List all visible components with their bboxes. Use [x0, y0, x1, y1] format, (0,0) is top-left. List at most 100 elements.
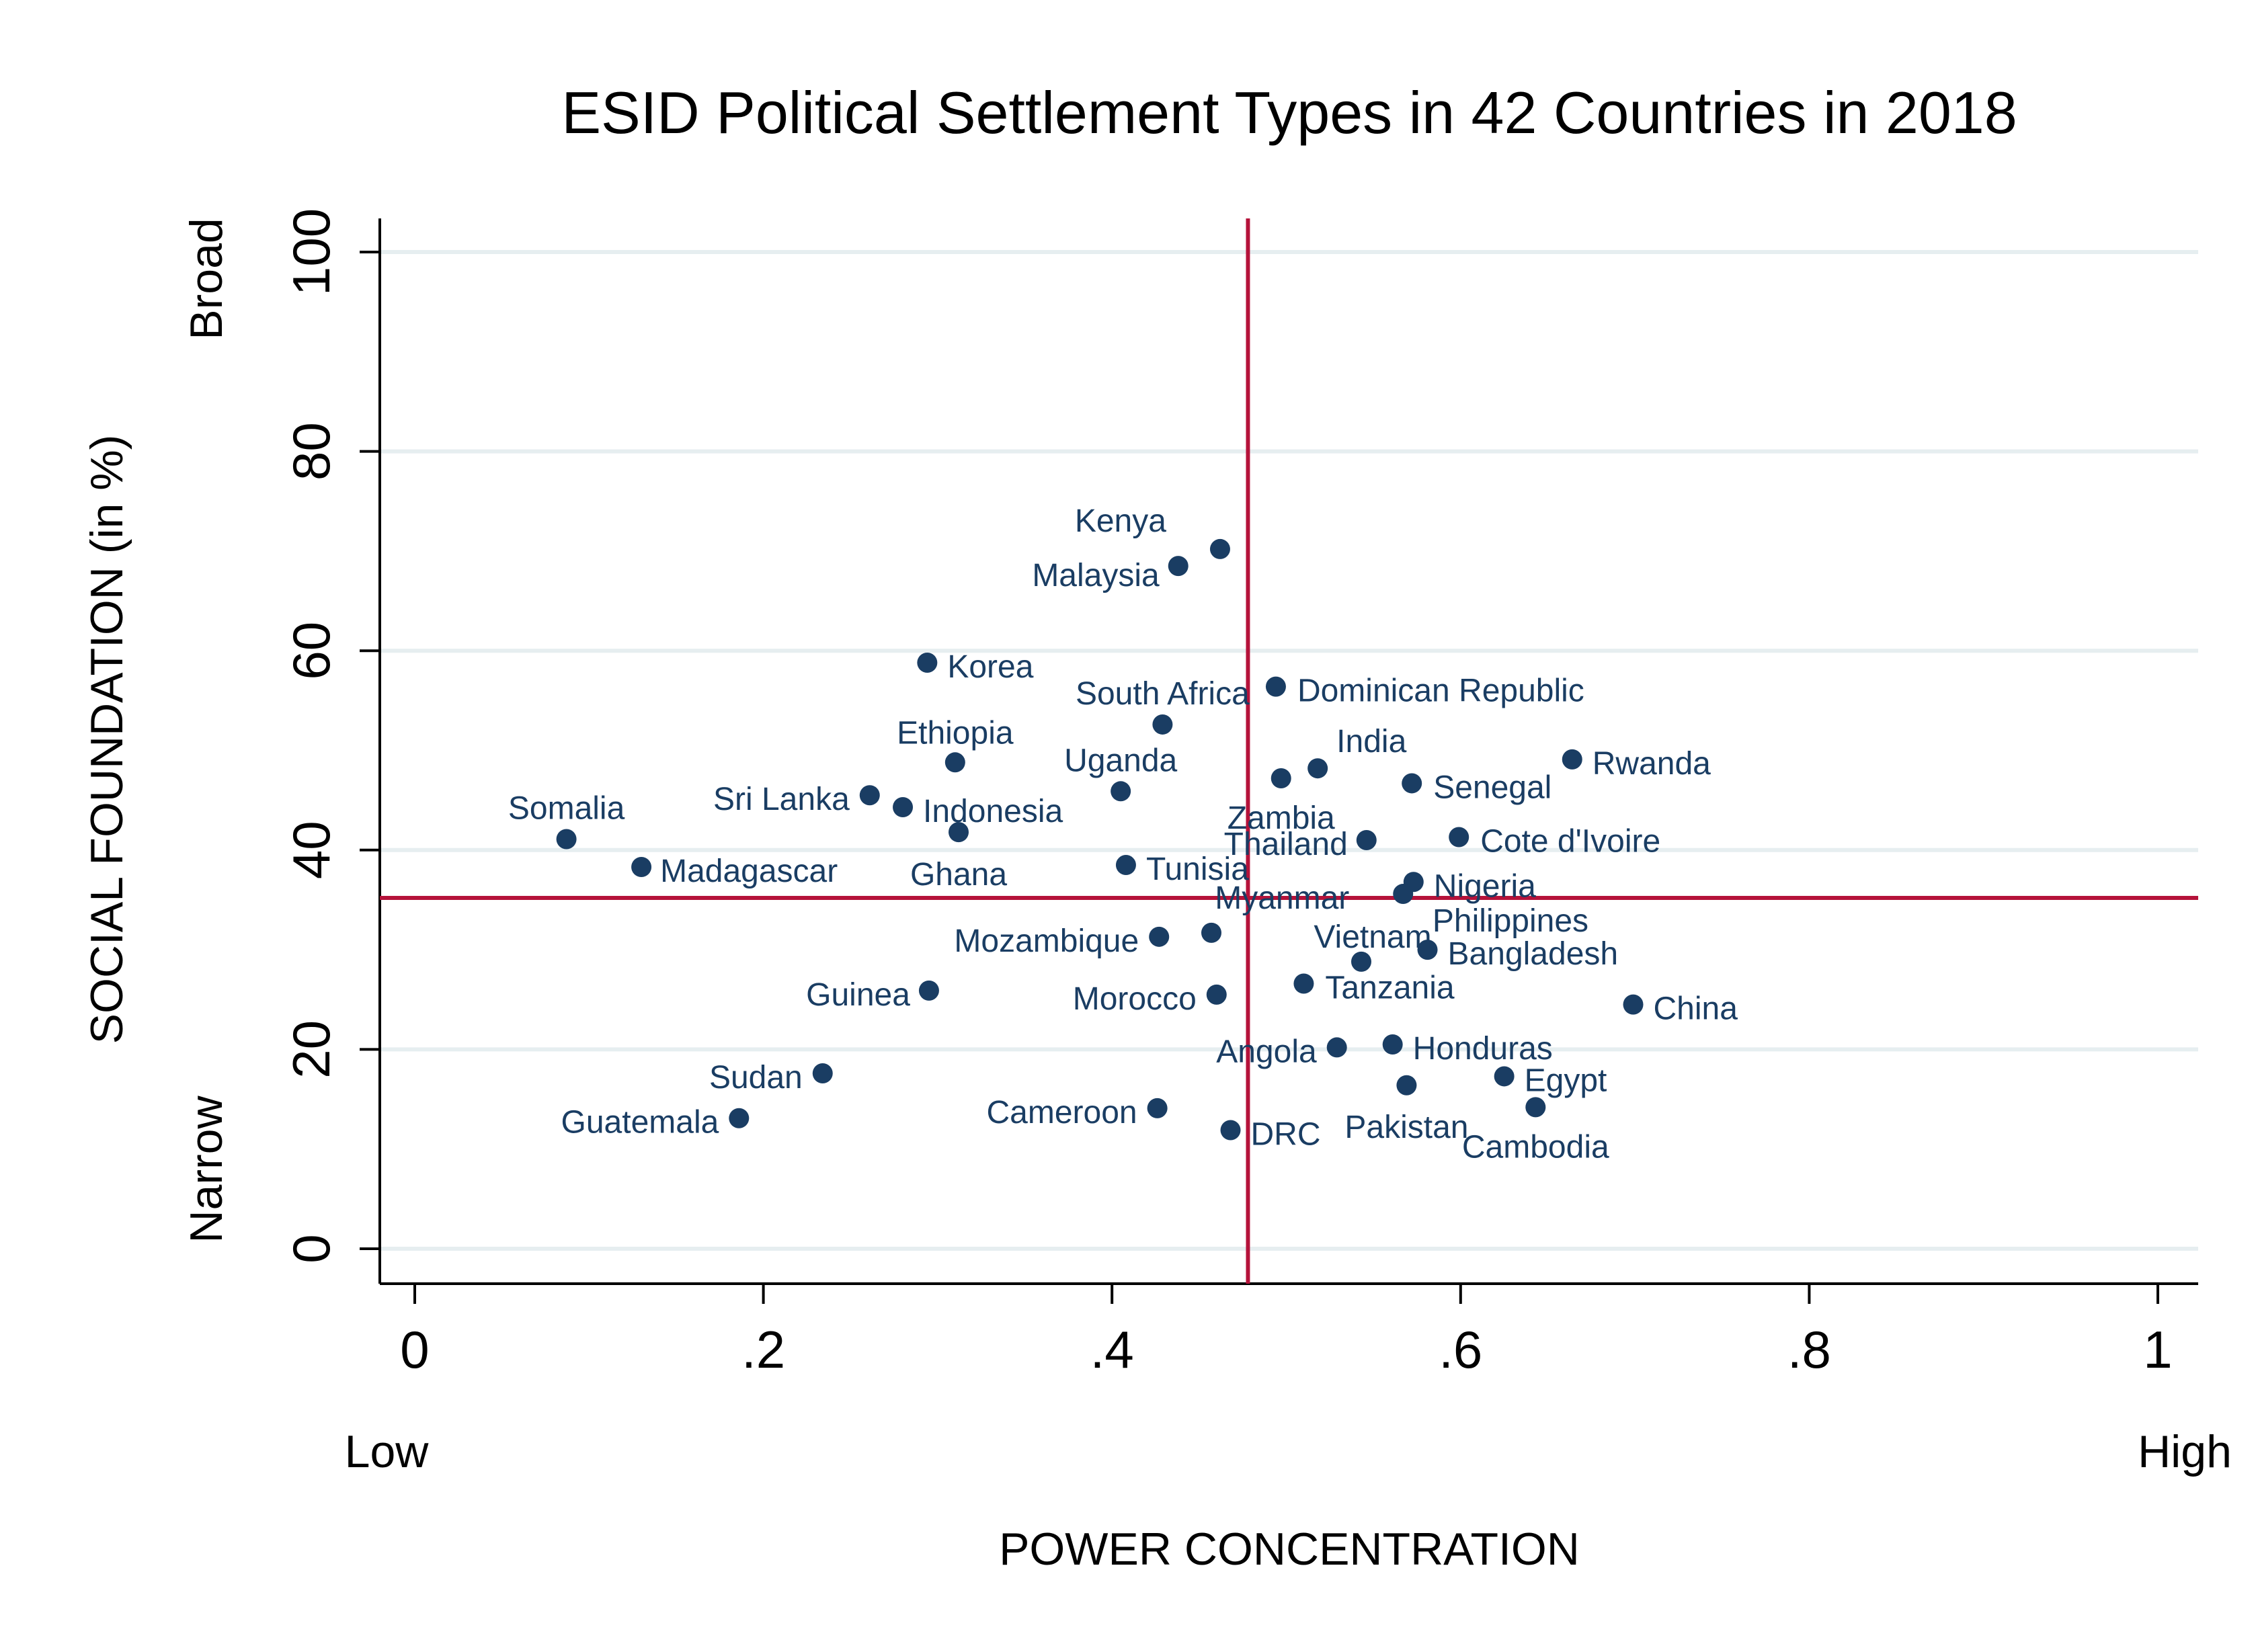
data-point: [1417, 940, 1438, 960]
x-axis-high-label: High: [2138, 1426, 2232, 1477]
data-point: [1220, 1120, 1241, 1141]
point-label: Zambia: [1227, 800, 1335, 836]
data-point: [631, 857, 652, 878]
data-point: [893, 797, 914, 818]
data-point: [812, 1063, 833, 1083]
point-label: South Africa: [1076, 676, 1250, 712]
data-point: [1307, 758, 1328, 779]
point-label: Mozambique: [954, 923, 1139, 959]
data-point: [1209, 538, 1230, 559]
point-label: Angola: [1216, 1034, 1317, 1069]
y-tick-label: 80: [282, 422, 341, 481]
data-point: [1326, 1037, 1347, 1058]
point-label: Senegal: [1433, 770, 1552, 805]
point-label: India: [1336, 724, 1406, 759]
point-label: DRC: [1251, 1117, 1321, 1153]
data-point: [1525, 1097, 1546, 1118]
data-point: [1623, 994, 1644, 1015]
point-label: Korea: [947, 649, 1033, 685]
point-label: Pakistan: [1344, 1110, 1468, 1145]
point-label: Thailand: [1224, 827, 1348, 862]
data-point: [944, 752, 965, 773]
gridlines: [380, 250, 2198, 1251]
data-point: [859, 785, 880, 806]
x-tick-label: .2: [741, 1320, 785, 1379]
data-point: [1562, 749, 1582, 770]
data-point: [1147, 1098, 1168, 1118]
point-label: Ghana: [910, 857, 1007, 893]
point-label: Tanzania: [1325, 970, 1454, 1006]
point-label: Ethiopia: [897, 715, 1014, 751]
point-label: Uganda: [1064, 743, 1177, 778]
point-label: Myanmar: [1215, 880, 1349, 916]
data-point: [1293, 973, 1314, 994]
point-labels: Kenya Malaysia Korea South Africa Dominican …: [508, 503, 1738, 1165]
data-point: [918, 980, 939, 1001]
data-point: [1494, 1066, 1515, 1087]
data-point: [1111, 781, 1131, 802]
point-label: Tunisia: [1146, 852, 1249, 887]
data-point: [1168, 556, 1189, 577]
data-point: [1206, 984, 1227, 1005]
data-point: [1382, 1034, 1403, 1055]
data-point: [1271, 768, 1291, 789]
y-tick-label: 0: [282, 1234, 341, 1263]
x-tick-label: 0: [400, 1320, 429, 1379]
point-label: Sri Lanka: [713, 782, 850, 817]
data-point: [556, 829, 577, 850]
data-point: [1201, 922, 1222, 943]
point-label: Somalia: [508, 790, 625, 826]
data-point: [1265, 676, 1286, 697]
y-axis-high-label: Broad: [181, 218, 232, 339]
y-axis-title: SOCIAL FOUNDATION (in %): [81, 435, 132, 1044]
point-label: Morocco: [1073, 981, 1197, 1017]
data-point: [917, 652, 938, 673]
point-label: Cameroon: [987, 1095, 1137, 1130]
x-tick-label: .8: [1787, 1320, 1831, 1379]
data-point: [1356, 829, 1377, 850]
y-tick-label: 40: [282, 821, 341, 879]
point-label: Bangladesh: [1448, 936, 1619, 972]
point-label: Madagascar: [660, 854, 838, 889]
point-label: Sudan: [709, 1060, 803, 1096]
x-tick-label: .6: [1439, 1320, 1482, 1379]
y-axis-low-label: Narrow: [181, 1096, 232, 1243]
data-point: [1152, 714, 1173, 735]
point-label: Guatemala: [561, 1105, 719, 1141]
x-axis-title: POWER CONCENTRATION: [999, 1524, 1580, 1575]
x-tick-label: .4: [1090, 1320, 1134, 1379]
chart-title: ESID Political Settlement Types in 42 Co…: [561, 79, 2017, 146]
axes: 0 20 40 60 80 100 0 .2 .4 .6 .8 1: [282, 208, 2198, 1379]
x-axis-low-label: Low: [345, 1426, 430, 1477]
point-label: Malaysia: [1032, 558, 1160, 593]
data-point: [1149, 926, 1170, 947]
point-label: Rwanda: [1593, 746, 1711, 782]
point-label: Egypt: [1525, 1063, 1607, 1098]
data-point: [729, 1108, 750, 1128]
point-label: Indonesia: [923, 794, 1063, 829]
data-point: [949, 822, 969, 843]
y-tick-label: 100: [282, 208, 341, 296]
point-label: Nigeria: [1434, 868, 1536, 904]
y-tick-label: 60: [282, 622, 341, 680]
data-point: [1402, 773, 1422, 794]
point-label: Guinea: [806, 977, 910, 1013]
point-label: China: [1654, 991, 1738, 1027]
point-label: Philippines: [1433, 903, 1588, 939]
data-point: [1449, 827, 1469, 848]
reference-lines: [380, 218, 2198, 1284]
x-tick-label: 1: [2143, 1320, 2172, 1379]
point-label: Cambodia: [1462, 1129, 1609, 1165]
point-label: Honduras: [1413, 1031, 1553, 1067]
point-label: Vietnam: [1314, 919, 1431, 955]
point-label: Cote d'Ivoire: [1480, 824, 1660, 860]
point-label: Kenya: [1075, 503, 1166, 539]
data-point: [1351, 951, 1371, 972]
y-tick-label: 20: [282, 1020, 341, 1079]
data-point: [1396, 1075, 1417, 1096]
data-points: [556, 538, 1644, 1141]
data-point: [1393, 884, 1414, 905]
